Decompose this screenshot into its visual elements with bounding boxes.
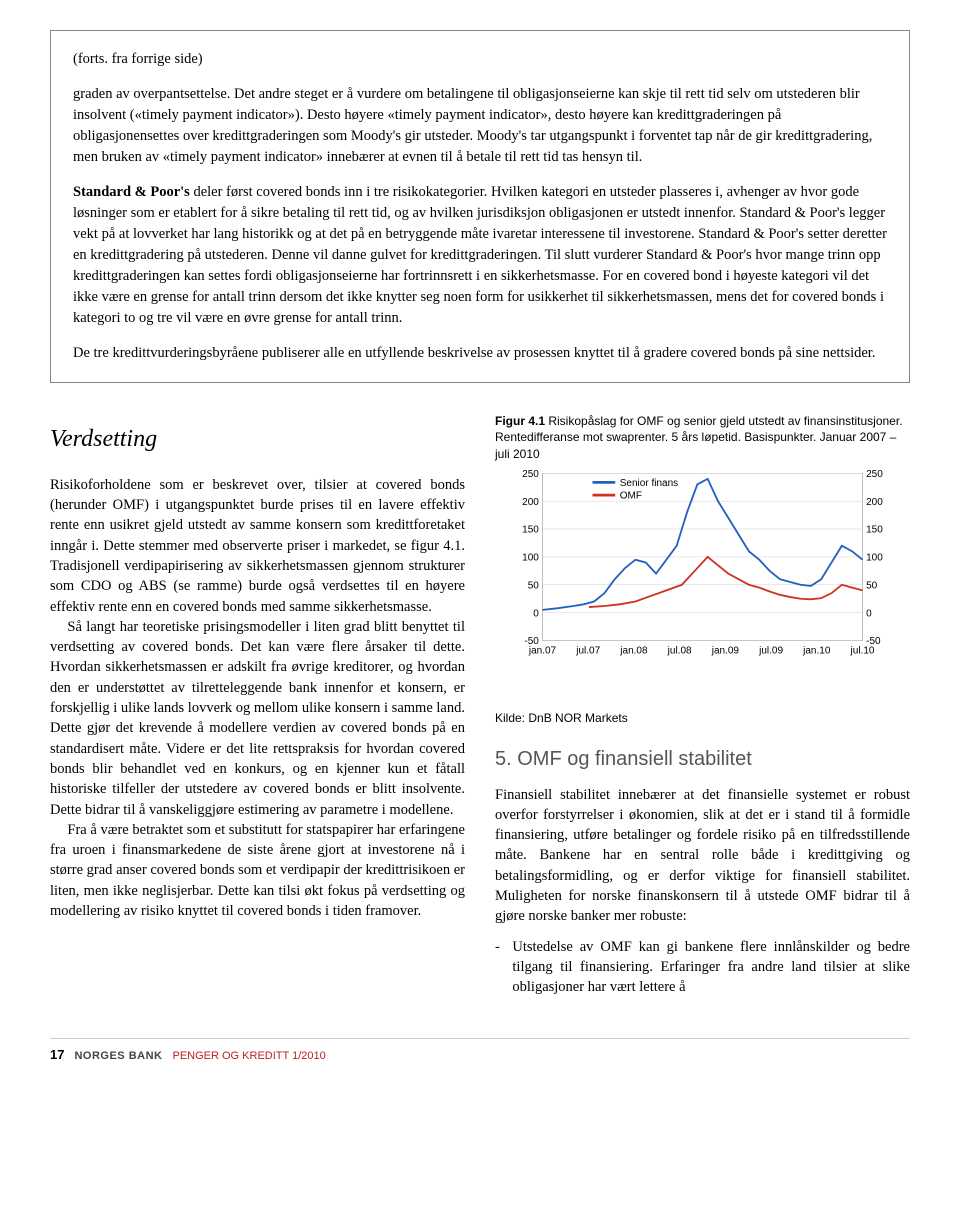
- svg-text:jan.10: jan.10: [802, 645, 831, 656]
- box-p2-rest: deler først covered bonds inn i tre risi…: [73, 184, 887, 326]
- continuation-box: (forts. fra forrige side) graden av over…: [50, 30, 910, 383]
- svg-text:50: 50: [866, 580, 878, 591]
- chart-container: -50-50005050100100150150200200250250jan.…: [495, 466, 910, 706]
- svg-text:50: 50: [528, 580, 540, 591]
- left-column: Verdsetting Risikoforholdene som er besk…: [50, 413, 465, 997]
- two-column-layout: Verdsetting Risikoforholdene som er besk…: [50, 413, 910, 997]
- svg-text:jul.07: jul.07: [575, 645, 600, 656]
- figure-label: Figur 4.1: [495, 414, 545, 428]
- svg-text:jul.10: jul.10: [850, 645, 875, 656]
- svg-text:0: 0: [866, 608, 872, 619]
- svg-text:jan.07: jan.07: [528, 645, 557, 656]
- chart-source: Kilde: DnB NOR Markets: [495, 710, 910, 727]
- svg-text:100: 100: [866, 552, 883, 563]
- svg-text:Senior finans: Senior finans: [620, 478, 678, 489]
- box-p3: De tre kredittvurderingsbyråene publiser…: [73, 343, 887, 364]
- chart-svg: -50-50005050100100150150200200250250jan.…: [495, 466, 910, 666]
- bullet-text: Utstedelse av OMF kan gi bankene flere i…: [512, 937, 910, 998]
- right-p1: Finansiell stabilitet innebærer at det f…: [495, 785, 910, 927]
- svg-text:OMF: OMF: [620, 490, 642, 501]
- figure-caption: Figur 4.1 Risikopåslag for OMF og senior…: [495, 413, 910, 462]
- left-p3: Fra å være betraktet som et substitutt f…: [50, 820, 465, 921]
- svg-text:250: 250: [866, 469, 883, 480]
- footer-bank: NORGES BANK: [74, 1050, 162, 1062]
- svg-text:jul.08: jul.08: [667, 645, 692, 656]
- left-p1: Risikoforholdene som er beskrevet over, …: [50, 475, 465, 617]
- svg-text:jul.09: jul.09: [758, 645, 783, 656]
- svg-text:250: 250: [522, 469, 539, 480]
- sp-bold: Standard & Poor's: [73, 184, 190, 200]
- svg-text:100: 100: [522, 552, 539, 563]
- svg-text:0: 0: [533, 608, 539, 619]
- bullet-item: - Utstedelse av OMF kan gi bankene flere…: [495, 937, 910, 998]
- bullet-dash: -: [495, 937, 512, 998]
- svg-text:150: 150: [522, 524, 539, 535]
- right-column: Figur 4.1 Risikopåslag for OMF og senior…: [495, 413, 910, 997]
- box-cont-line: (forts. fra forrige side): [73, 49, 887, 70]
- section-5-heading: 5. OMF og finansiell stabilitet: [495, 745, 910, 773]
- figure-title-rest: Risikopåslag for OMF og senior gjeld uts…: [495, 414, 903, 460]
- box-p2: Standard & Poor's deler først covered bo…: [73, 182, 887, 329]
- box-p1: graden av overpantsettelse. Det andre st…: [73, 84, 887, 168]
- svg-text:150: 150: [866, 524, 883, 535]
- svg-text:jan.09: jan.09: [711, 645, 740, 656]
- verdsetting-heading: Verdsetting: [50, 423, 465, 457]
- footer-publication: PENGER OG KREDITT 1/2010: [172, 1050, 325, 1062]
- left-p2: Så langt har teoretiske prisingsmodeller…: [50, 617, 465, 820]
- page-footer: 17 NORGES BANK PENGER OG KREDITT 1/2010: [50, 1038, 910, 1062]
- svg-text:200: 200: [522, 497, 539, 508]
- svg-text:200: 200: [866, 497, 883, 508]
- svg-text:jan.08: jan.08: [619, 645, 648, 656]
- page-number: 17: [50, 1047, 64, 1062]
